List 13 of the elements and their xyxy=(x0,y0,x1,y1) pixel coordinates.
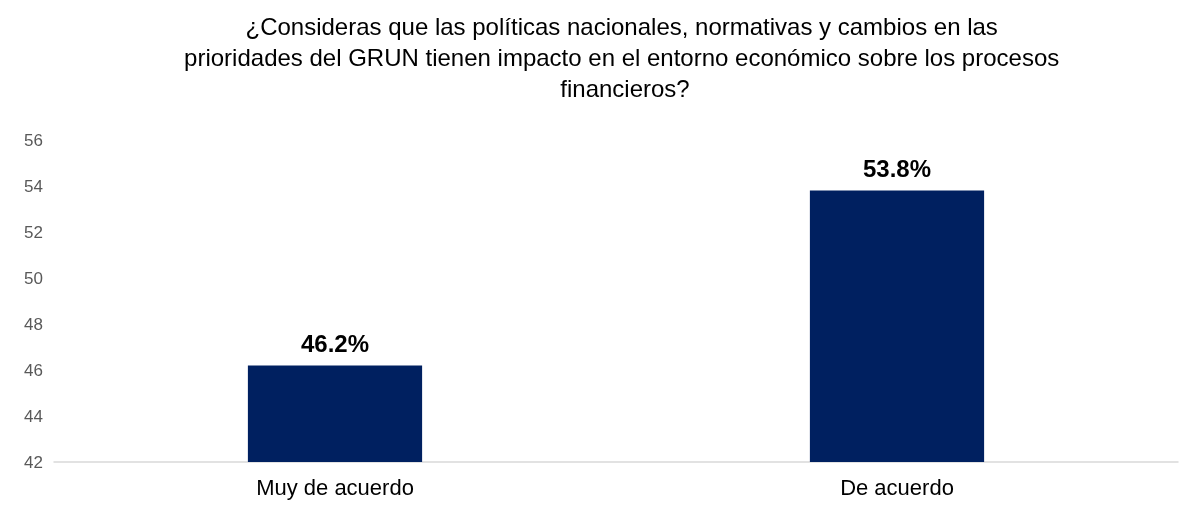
y-tick-label: 46 xyxy=(24,360,43,380)
y-tick-label: 54 xyxy=(24,176,43,196)
y-tick-label: 48 xyxy=(24,314,43,334)
y-tick-label: 42 xyxy=(24,452,43,472)
x-tick-label: Muy de acuerdo xyxy=(256,474,414,500)
data-label: 46.2% xyxy=(300,329,370,357)
y-tick-label: 56 xyxy=(24,130,43,150)
y-tick-label: 44 xyxy=(24,406,43,426)
y-tick-label: 50 xyxy=(24,268,43,288)
y-tick-label: 52 xyxy=(24,222,43,242)
x-tick-label: De acuerdo xyxy=(840,474,954,500)
chart-title: ¿Consideras que las políticas nacionales, normativas y cambios en las prioridades del GRUN tienen impacto en el entorno económico sobre los procesos financieros? xyxy=(184,13,1066,102)
data-label: 53.8% xyxy=(862,155,932,183)
